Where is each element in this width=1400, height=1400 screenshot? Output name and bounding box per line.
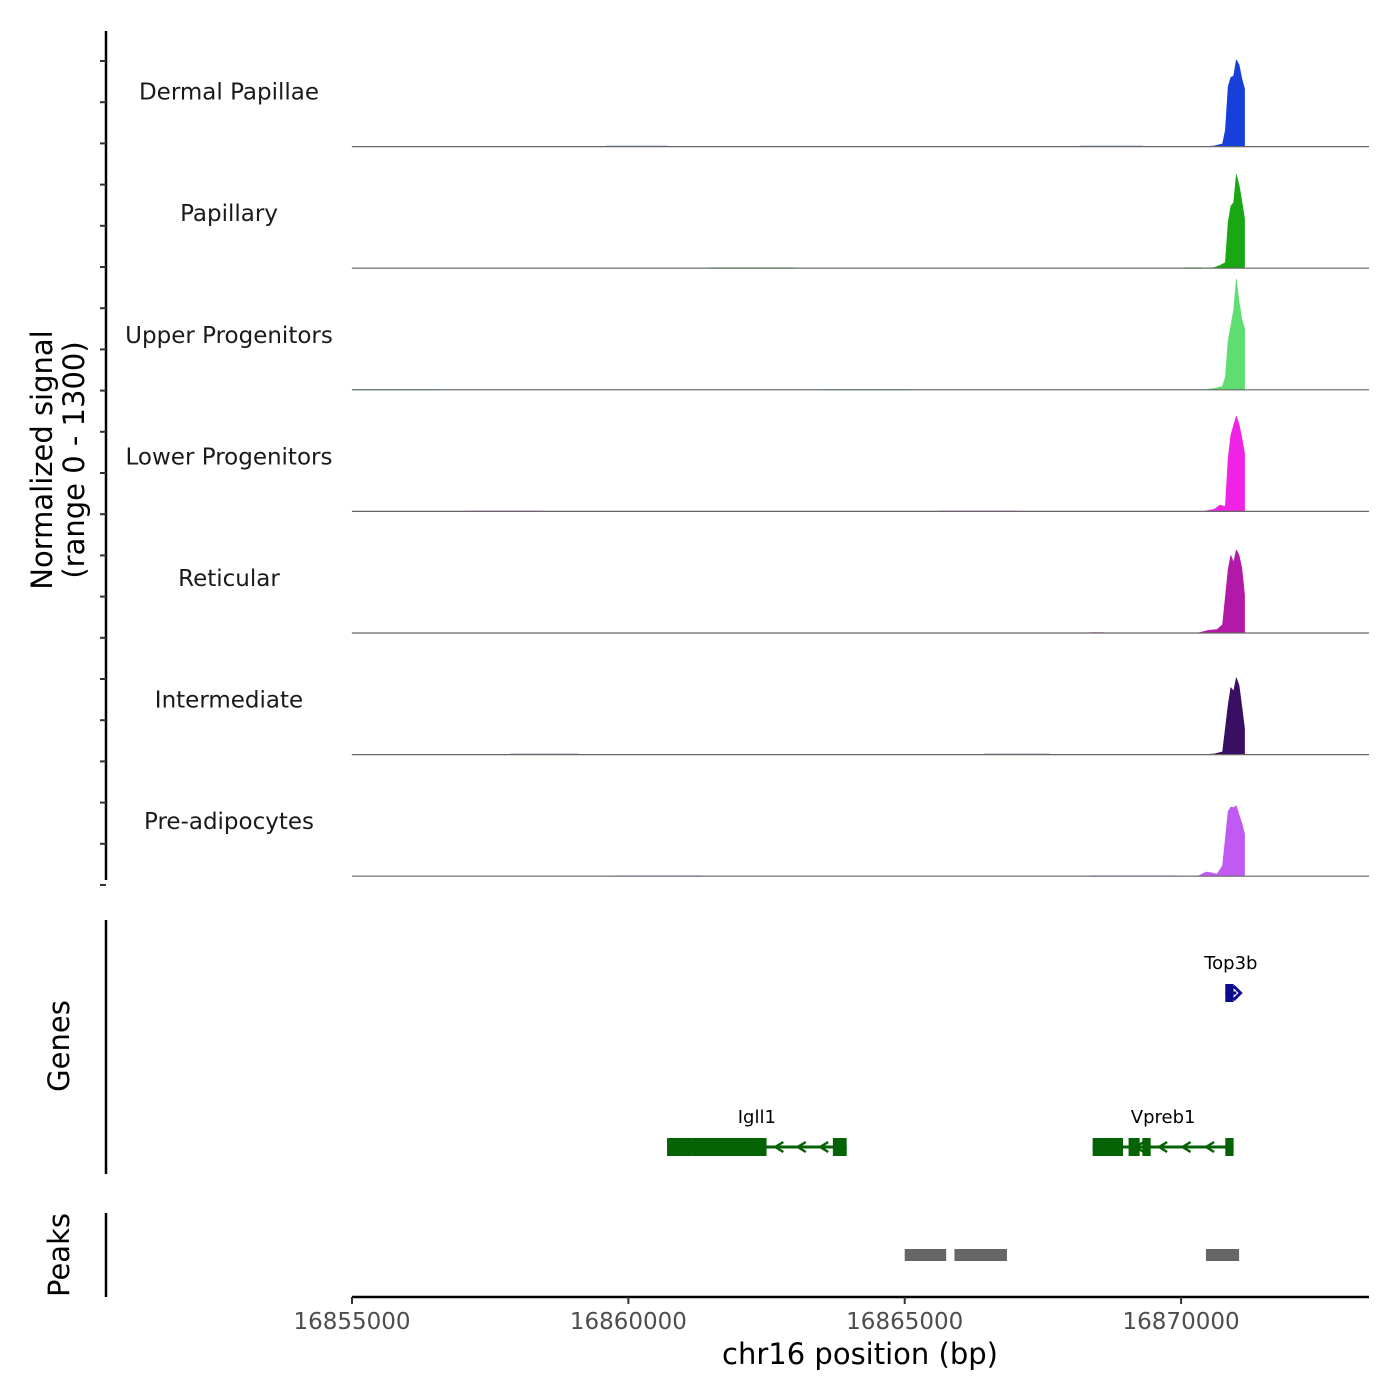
- x-axis-label: chr16 position (bp): [722, 1337, 998, 1371]
- axes: 16855000 16860000 16865000 16870000: [100, 31, 1369, 1335]
- x-tick-label: 16870000: [1123, 1309, 1240, 1335]
- track-lower-progenitors: Lower Progenitors: [126, 415, 1369, 512]
- y-axis-label: Normalized signal: [25, 330, 59, 589]
- track-peak: [1197, 805, 1245, 877]
- y-axis-range-label: (range 0 - 1300): [57, 341, 91, 578]
- track-label: Upper Progenitors: [125, 323, 333, 349]
- gene-exon: [1142, 1138, 1151, 1156]
- gene-exon: [1225, 984, 1234, 1002]
- track-label: Pre-adipocytes: [144, 809, 314, 835]
- strand-arrow: [772, 1140, 784, 1154]
- peak-region: [904, 1249, 947, 1261]
- x-tick-label: 16865000: [846, 1309, 963, 1335]
- gene-exon: [832, 1138, 847, 1156]
- gene-label: Top3b: [1203, 953, 1257, 974]
- strand-arrow: [1180, 1140, 1192, 1154]
- track-intermediate: Intermediate: [155, 676, 1369, 756]
- gene-exon: [1092, 1138, 1124, 1156]
- strand-arrow: [1156, 1140, 1168, 1154]
- strand-arrow: [1232, 984, 1243, 1002]
- gene-exon: [667, 1138, 692, 1156]
- strand-arrow: [817, 1140, 829, 1154]
- track-peak: [1203, 174, 1245, 269]
- peak-region: [954, 1249, 1007, 1261]
- track-peak: [1197, 548, 1245, 634]
- track-label: Lower Progenitors: [126, 444, 333, 470]
- gene-exon: [691, 1138, 767, 1156]
- peaks-axis-label: Peaks: [42, 1213, 76, 1297]
- coverage-tracks: Dermal Papillae Papillary Upper Progenitor…: [125, 58, 1369, 877]
- track-papillary: Papillary: [180, 174, 1369, 269]
- strand-arrow: [795, 1140, 807, 1154]
- gene-igll1: Igll1: [667, 1107, 847, 1156]
- track-peak: [1203, 676, 1245, 755]
- track-pre-adipocytes: Pre-adipocytes: [144, 805, 1369, 877]
- strand-arrow: [1203, 1140, 1215, 1154]
- track-upper-progenitors: Upper Progenitors: [125, 278, 1369, 391]
- gene-top3b: Top3b: [1203, 953, 1257, 1002]
- track-label: Intermediate: [155, 688, 303, 714]
- gene-track: Igll1 Vpreb1 Top3b: [667, 953, 1257, 1156]
- track-label: Dermal Papillae: [139, 80, 319, 106]
- gene-exon: [1128, 1138, 1140, 1156]
- gene-label: Vpreb1: [1131, 1107, 1196, 1128]
- gene-vpreb1: Vpreb1: [1092, 1107, 1234, 1156]
- gene-exon: [1225, 1138, 1234, 1156]
- track-peak: [1203, 278, 1245, 391]
- peak-region: [1205, 1249, 1240, 1261]
- track-label: Papillary: [180, 201, 278, 227]
- x-tick-label: 16855000: [293, 1309, 410, 1335]
- peaks-track: [904, 1249, 1240, 1261]
- track-reticular: Reticular: [178, 548, 1369, 634]
- genes-axis-label: Genes: [42, 1000, 76, 1092]
- gene-label: Igll1: [738, 1107, 776, 1128]
- track-peak: [1203, 58, 1245, 147]
- track-dermal-papillae: Dermal Papillae: [139, 58, 1369, 148]
- x-tick-label: 16860000: [570, 1309, 687, 1335]
- track-label: Reticular: [178, 566, 280, 592]
- track-peak: [1203, 415, 1245, 512]
